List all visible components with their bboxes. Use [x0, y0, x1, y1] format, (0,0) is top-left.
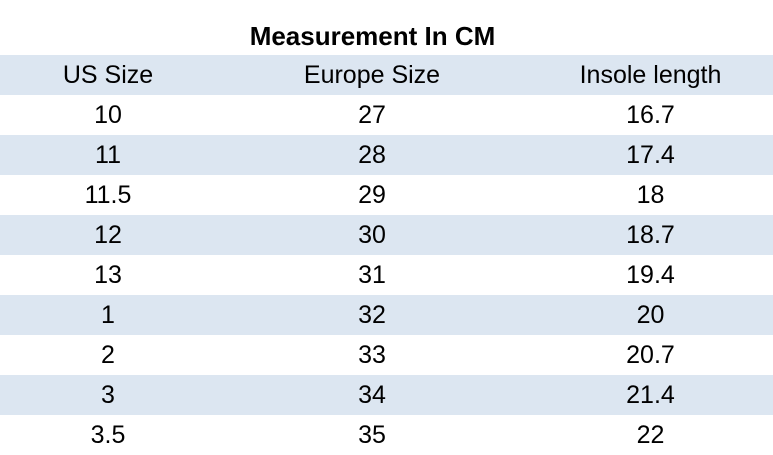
insole-length-cell: 20.7 — [626, 341, 675, 369]
us-size-cell: 2 — [101, 341, 115, 369]
europe-size-cell: 28 — [358, 141, 386, 169]
header-europe-size: Europe Size — [303, 61, 441, 89]
us-size-cell: 11.5 — [84, 181, 132, 209]
insole-length-cell: 18.7 — [626, 221, 675, 249]
size-table: US Size Europe Size Insole length 10 27 … — [0, 55, 773, 455]
europe-size-cell: 32 — [358, 301, 386, 329]
table-row: 2 33 20.7 — [0, 335, 773, 375]
europe-size-cell: 29 — [358, 181, 386, 209]
europe-size-cell: 31 — [358, 261, 386, 289]
us-size-cell: 1 — [101, 301, 115, 329]
us-size-cell: 11 — [95, 141, 121, 169]
us-size-cell: 13 — [94, 261, 122, 289]
insole-length-cell: 18 — [636, 181, 665, 209]
insole-length-cell: 19.4 — [626, 261, 675, 289]
europe-size-cell: 34 — [358, 381, 386, 409]
table-row: 11.5 29 18 — [0, 175, 773, 215]
us-size-cell: 12 — [94, 221, 122, 249]
table-row: 12 30 18.7 — [0, 215, 773, 255]
europe-size-cell: 27 — [358, 101, 386, 129]
table-row: 3.5 35 22 — [0, 415, 773, 455]
us-size-cell: 3.5 — [90, 421, 126, 449]
europe-size-cell: 33 — [358, 341, 386, 369]
europe-size-cell: 30 — [358, 221, 386, 249]
us-size-cell: 3 — [101, 381, 115, 409]
table-title: Measurement In CM — [249, 21, 496, 51]
header-us-size: US Size — [62, 61, 154, 89]
insole-length-cell: 20 — [636, 301, 665, 329]
table-row: 10 27 16.7 — [0, 95, 773, 135]
table-row: 3 34 21.4 — [0, 375, 773, 415]
insole-length-cell: 21.4 — [626, 381, 675, 409]
table-header-row: US Size Europe Size Insole length — [0, 55, 773, 95]
insole-length-cell: 22 — [636, 421, 665, 449]
insole-length-cell: 17.4 — [626, 141, 675, 169]
table-row: 1 32 20 — [0, 295, 773, 335]
table-row: 11 28 17.4 — [0, 135, 773, 175]
header-insole-length: Insole length — [579, 61, 722, 89]
us-size-cell: 10 — [94, 101, 122, 129]
insole-length-cell: 16.7 — [626, 101, 675, 129]
europe-size-cell: 35 — [358, 421, 386, 449]
table-row: 13 31 19.4 — [0, 255, 773, 295]
